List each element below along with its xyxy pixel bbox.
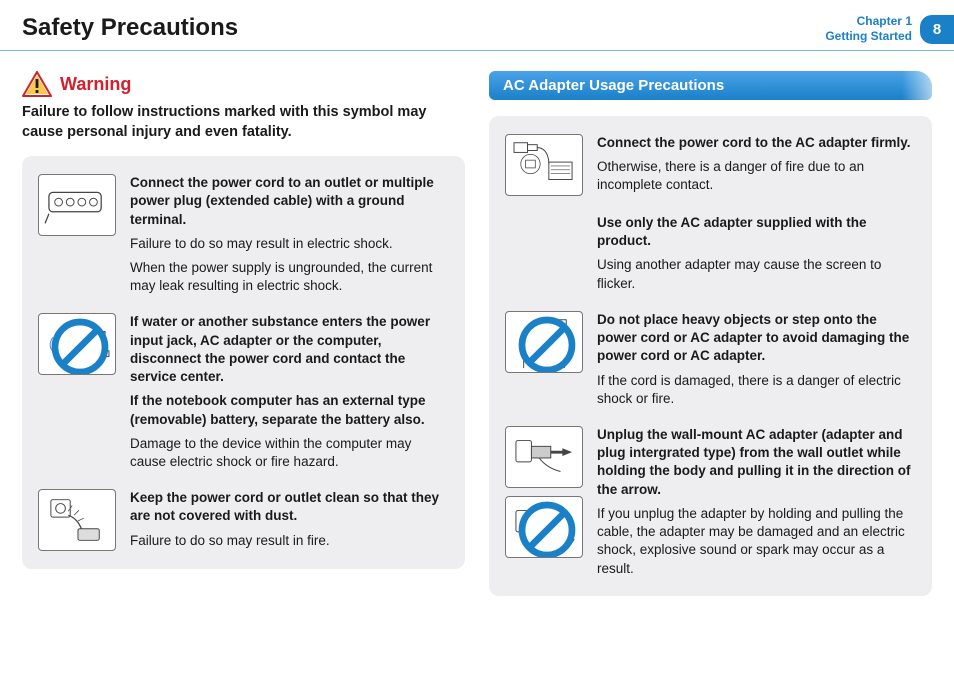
precaution-text: Use only the AC adapter supplied with th…: [597, 214, 916, 293]
section-title: AC Adapter Usage Precautions: [503, 77, 724, 94]
warning-intro-text: Failure to follow instructions marked wi…: [22, 103, 465, 142]
chapter-line2: Getting Started: [825, 29, 912, 44]
unplug-wrong-illustration: [505, 496, 583, 558]
precaution-item: Do not place heavy objects or step onto …: [505, 311, 916, 408]
precaution-item: Use only the AC adapter supplied with th…: [505, 214, 916, 293]
prohibit-icon: [509, 500, 583, 558]
page-title: Safety Precautions: [22, 14, 238, 42]
chapter-line1: Chapter 1: [825, 14, 912, 29]
power-strip-illustration: [38, 174, 116, 236]
prohibit-icon: [42, 317, 116, 375]
left-column: Warning Failure to follow instructions m…: [22, 71, 465, 596]
page-header: Safety Precautions Chapter 1 Getting Sta…: [0, 0, 954, 51]
warning-heading: Warning: [22, 71, 465, 97]
page-number-badge: 8: [920, 15, 954, 44]
warning-triangle-icon: [22, 71, 52, 97]
warning-label: Warning: [60, 74, 131, 95]
prohibit-icon: [509, 315, 583, 373]
precaution-item: Connect the power cord to an outlet or m…: [38, 174, 449, 295]
section-title-bar: AC Adapter Usage Precautions: [489, 71, 932, 100]
dust-outlet-illustration: [38, 489, 116, 551]
precaution-item: If water or another substance enters the…: [38, 313, 449, 471]
left-panel: Connect the power cord to an outlet or m…: [22, 156, 465, 569]
content-columns: Warning Failure to follow instructions m…: [0, 51, 954, 606]
precaution-item: Unplug the wall-mount AC adapter (adapte…: [505, 426, 916, 578]
precaution-text: Connect the power cord to the AC adapter…: [597, 134, 916, 196]
precaution-text: Connect the power cord to an outlet or m…: [130, 174, 449, 295]
precaution-item: Connect the power cord to the AC adapter…: [505, 134, 916, 196]
precaution-text: Do not place heavy objects or step onto …: [597, 311, 916, 408]
chapter-indicator: Chapter 1 Getting Started 8: [825, 14, 954, 44]
precaution-text: If water or another substance enters the…: [130, 313, 449, 471]
precaution-item: Keep the power cord or outlet clean so t…: [38, 489, 449, 551]
right-panel: Connect the power cord to the AC adapter…: [489, 116, 932, 596]
precaution-text: Unplug the wall-mount AC adapter (adapte…: [597, 426, 916, 578]
unplug-correct-illustration: [505, 426, 583, 488]
precaution-text: Keep the power cord or outlet clean so t…: [130, 489, 449, 551]
right-column: AC Adapter Usage Precautions: [489, 71, 932, 596]
chapter-text: Chapter 1 Getting Started: [825, 14, 912, 44]
step-on-cord-illustration: [505, 311, 583, 373]
adapter-connect-illustration: [505, 134, 583, 196]
water-laptop-illustration: [38, 313, 116, 375]
